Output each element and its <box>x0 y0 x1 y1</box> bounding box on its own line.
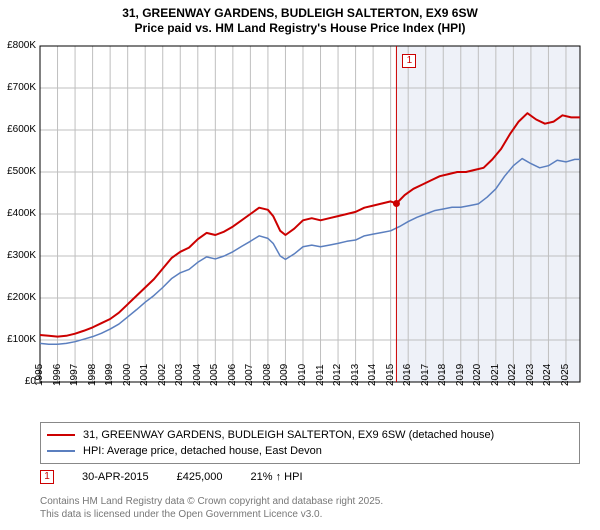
x-tick-label: 2007 <box>244 364 255 386</box>
x-tick-label: 2016 <box>402 364 413 386</box>
x-tick-label: 2020 <box>472 364 483 386</box>
y-tick-label: £600K <box>0 124 36 135</box>
x-tick-label: 2010 <box>297 364 308 386</box>
x-tick-label: 1997 <box>69 364 80 386</box>
marker-1-text: 1 <box>407 55 413 66</box>
legend-row-0: 31, GREENWAY GARDENS, BUDLEIGH SALTERTON… <box>47 427 573 443</box>
x-tick-label: 2025 <box>560 364 571 386</box>
x-tick-label: 1998 <box>87 364 98 386</box>
y-tick-label: £100K <box>0 334 36 345</box>
x-tick-label: 2003 <box>174 364 185 386</box>
x-tick-label: 1995 <box>34 364 45 386</box>
y-tick-label: £800K <box>0 40 36 51</box>
x-tick-label: 2019 <box>455 364 466 386</box>
x-tick-label: 2021 <box>490 364 501 386</box>
x-tick-label: 2013 <box>350 364 361 386</box>
x-tick-label: 2017 <box>420 364 431 386</box>
x-tick-label: 2023 <box>525 364 536 386</box>
line-chart <box>0 0 600 420</box>
y-tick-label: £500K <box>0 166 36 177</box>
legend-row-1: HPI: Average price, detached house, East… <box>47 443 573 459</box>
y-tick-label: £0 <box>0 376 36 387</box>
y-tick-label: £200K <box>0 292 36 303</box>
info-price: £425,000 <box>177 471 223 483</box>
x-tick-label: 2009 <box>279 364 290 386</box>
legend-label-0: 31, GREENWAY GARDENS, BUDLEIGH SALTERTON… <box>83 429 494 441</box>
legend-swatch-0 <box>47 434 75 436</box>
x-tick-label: 2015 <box>385 364 396 386</box>
y-tick-label: £300K <box>0 250 36 261</box>
x-tick-label: 2012 <box>332 364 343 386</box>
x-tick-label: 2004 <box>192 364 203 386</box>
legend-label-1: HPI: Average price, detached house, East… <box>83 445 322 457</box>
info-date: 30-APR-2015 <box>82 471 149 483</box>
chart-container: 31, GREENWAY GARDENS, BUDLEIGH SALTERTON… <box>0 0 600 530</box>
x-tick-label: 2024 <box>542 364 553 386</box>
x-tick-label: 2018 <box>437 364 448 386</box>
footer-line-2: This data is licensed under the Open Gov… <box>40 509 383 522</box>
y-tick-label: £400K <box>0 208 36 219</box>
marker-1-label: 1 <box>402 54 416 68</box>
x-tick-label: 2001 <box>139 364 150 386</box>
x-tick-label: 2000 <box>122 364 133 386</box>
x-tick-label: 2022 <box>507 364 518 386</box>
x-tick-label: 2008 <box>262 364 273 386</box>
y-tick-label: £700K <box>0 82 36 93</box>
footer-line-1: Contains HM Land Registry data © Crown c… <box>40 496 383 509</box>
x-tick-label: 1996 <box>52 364 63 386</box>
legend-swatch-1 <box>47 450 75 452</box>
x-tick-label: 2011 <box>315 364 326 386</box>
info-marker-text: 1 <box>44 471 50 482</box>
info-row: 1 30-APR-2015 £425,000 21% ↑ HPI <box>40 470 331 484</box>
x-tick-label: 1999 <box>104 364 115 386</box>
footer: Contains HM Land Registry data © Crown c… <box>40 496 383 521</box>
x-tick-label: 2002 <box>157 364 168 386</box>
info-change: 21% ↑ HPI <box>251 471 303 483</box>
info-marker-box: 1 <box>40 470 54 484</box>
legend: 31, GREENWAY GARDENS, BUDLEIGH SALTERTON… <box>40 422 580 464</box>
x-tick-label: 2006 <box>227 364 238 386</box>
x-tick-label: 2005 <box>209 364 220 386</box>
x-tick-label: 2014 <box>367 364 378 386</box>
